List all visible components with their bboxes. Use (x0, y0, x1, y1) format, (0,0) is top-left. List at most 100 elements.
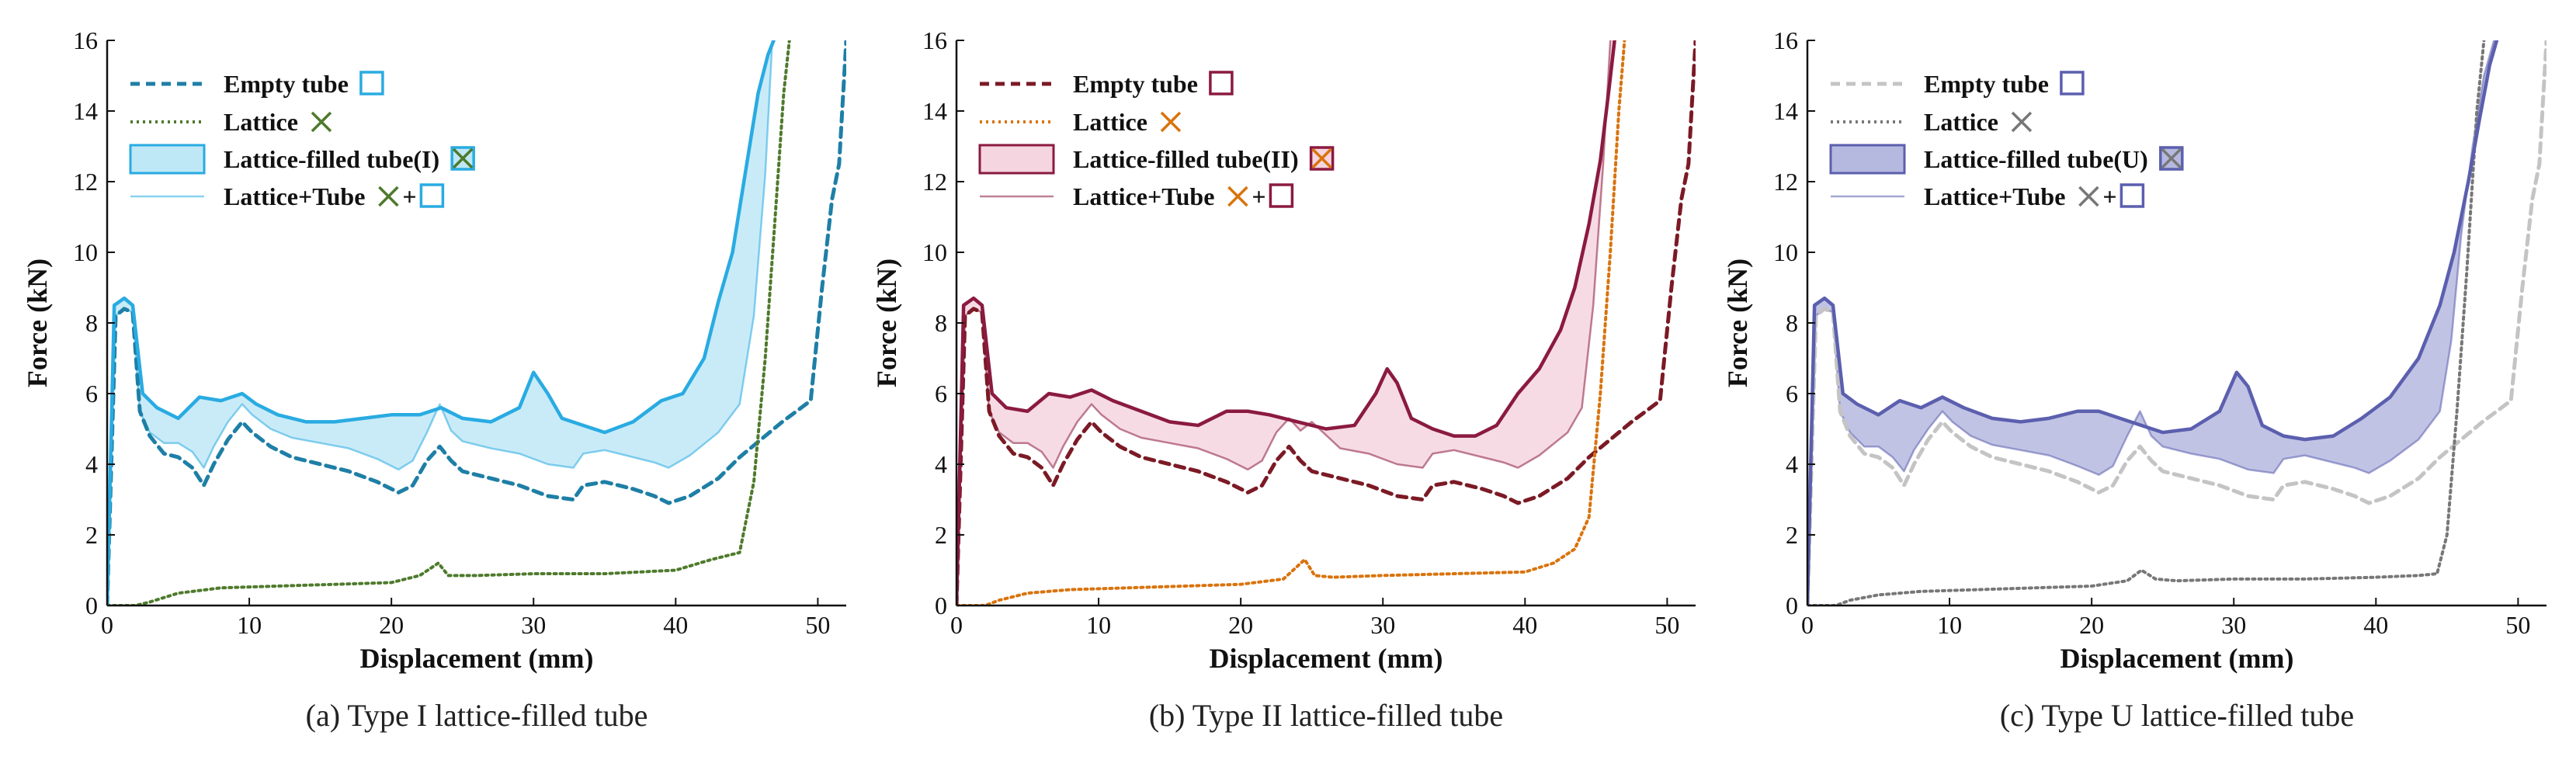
y-axis-title: Force (kN) (22, 259, 53, 387)
plot-area (107, 40, 846, 606)
series-line-lattice-filled-tube-i (107, 40, 776, 606)
legend: Empty tube Lattice Lattice-filled tube(I) L… (129, 70, 475, 210)
x-tick-label: 20 (2079, 611, 2104, 639)
legend-label: Empty tube (1924, 70, 2049, 98)
shaded-difference-band (107, 40, 774, 606)
y-tick-label: 12 (73, 168, 98, 196)
panel-caption: (b) Type II lattice-filled tube (1149, 698, 1503, 733)
series-line-lattice (107, 40, 791, 606)
x-tick-label: 10 (1086, 611, 1111, 639)
legend-label: Lattice+Tube (1924, 182, 2065, 210)
legend-label: Lattice-filled tube(II) (1073, 145, 1299, 173)
y-tick-label: 10 (1773, 238, 1798, 266)
y-tick-label: 0 (1786, 592, 1798, 619)
shaded-difference-band (956, 40, 1615, 606)
legend-label: Lattice (224, 108, 298, 136)
legend-sample-filled-tube (1829, 144, 1906, 175)
x-tick-label: 40 (2363, 611, 2388, 639)
legend-label: Empty tube (224, 70, 349, 98)
series-line-lattice (956, 40, 1626, 606)
x-tick-label: 30 (521, 611, 546, 639)
x-tick-label: 40 (1512, 611, 1537, 639)
x-tick-label: 0 (1801, 611, 1814, 639)
legend-plus-icon: + (2102, 182, 2116, 210)
x-tick-label: 40 (663, 611, 688, 639)
legend-cross-icon (1160, 111, 1182, 133)
x-tick-label: 10 (1937, 611, 1962, 639)
series-line-lattice-filled-tube-ii (956, 40, 1616, 606)
legend-label: Lattice (1073, 108, 1147, 136)
y-tick-label: 0 (935, 592, 947, 619)
y-tick-label: 14 (73, 97, 98, 125)
legend-square-icon (2119, 183, 2145, 208)
legend: Empty tube Lattice Lattice-filled tube(U) L… (1829, 70, 2184, 210)
x-axis-title: Displacement (mm) (2060, 643, 2294, 674)
y-tick-label: 14 (1773, 97, 1798, 125)
panel-caption: (a) Type I lattice-filled tube (306, 698, 648, 733)
x-tick-label: 50 (805, 611, 830, 639)
series-line-lattice-filled-tube-u (1807, 40, 2499, 606)
y-tick-label: 6 (1786, 380, 1798, 408)
y-tick-label: 8 (1786, 309, 1798, 337)
shaded-difference-band (1807, 40, 2497, 606)
legend-label: Lattice (1924, 108, 1998, 136)
legend-square-icon (419, 183, 445, 208)
series-line-lattice-tube (956, 40, 1612, 606)
x-tick-label: 10 (237, 611, 262, 639)
y-tick-label: 10 (73, 238, 98, 266)
x-tick-label: 0 (101, 611, 113, 639)
legend-square-icon (1209, 71, 1234, 95)
x-tick-label: 20 (379, 611, 404, 639)
legend-cross-icon (311, 111, 332, 133)
y-tick-label: 2 (85, 521, 98, 549)
legend-cross-icon (1227, 186, 1248, 207)
legend-cross-icon (378, 186, 399, 207)
panel-caption: (c) Type U lattice-filled tube (2000, 698, 2354, 733)
x-tick-label: 20 (1228, 611, 1253, 639)
legend-square-icon (2060, 71, 2085, 95)
y-tick-label: 10 (922, 238, 947, 266)
y-tick-label: 16 (73, 26, 98, 54)
y-tick-label: 2 (1786, 521, 1798, 549)
y-tick-label: 2 (935, 521, 947, 549)
y-tick-label: 8 (935, 309, 947, 337)
series-line-empty-tube (956, 40, 1696, 606)
x-tick-label: 30 (1370, 611, 1395, 639)
y-tick-label: 12 (922, 168, 947, 196)
panel-b: 0 2 4 6 8 10 12 14 16 0 10 20 30 40 50 Displacement (mm… (871, 26, 1696, 733)
x-axis-title: Displacement (mm) (1210, 643, 1443, 674)
legend-label: Lattice+Tube (224, 182, 365, 210)
y-tick-label: 8 (85, 309, 98, 337)
legend-crossed-square-cross-icon (2161, 147, 2182, 169)
y-tick-label: 16 (1773, 26, 1798, 54)
y-tick-label: 6 (935, 380, 947, 408)
legend-square-icon (1269, 183, 1294, 208)
series-line-empty-tube (1807, 40, 2546, 606)
plot-area (1807, 40, 2546, 606)
y-tick-label: 14 (922, 97, 947, 125)
legend-label: Lattice-filled tube(I) (224, 145, 439, 173)
legend-cross-icon (2011, 111, 2033, 133)
y-axis-title: Force (kN) (1722, 259, 1753, 387)
legend-crossed-square-cross-icon (452, 147, 474, 169)
y-tick-label: 0 (85, 592, 98, 619)
series-line-lattice (1807, 40, 2486, 606)
y-tick-label: 4 (935, 450, 947, 478)
x-tick-label: 50 (2505, 611, 2530, 639)
y-tick-label: 16 (922, 26, 947, 54)
legend-crossed-square-cross-icon (1311, 147, 1332, 169)
legend-label: Empty tube (1073, 70, 1198, 98)
y-tick-label: 4 (1786, 450, 1798, 478)
legend-label: Lattice-filled tube(U) (1924, 145, 2148, 173)
series-line-lattice-tube (1807, 40, 2495, 606)
x-tick-label: 50 (1654, 611, 1679, 639)
legend-sample-filled-tube (978, 144, 1055, 175)
series-line-empty-tube (107, 40, 846, 606)
legend-cross-icon (2078, 186, 2099, 207)
legend-plus-icon: + (1252, 182, 1265, 210)
legend: Empty tube Lattice Lattice-filled tube(II)… (978, 70, 1335, 210)
legend-plus-icon: + (402, 182, 416, 210)
y-axis-title: Force (kN) (871, 259, 902, 387)
x-axis-title: Displacement (mm) (360, 643, 594, 674)
